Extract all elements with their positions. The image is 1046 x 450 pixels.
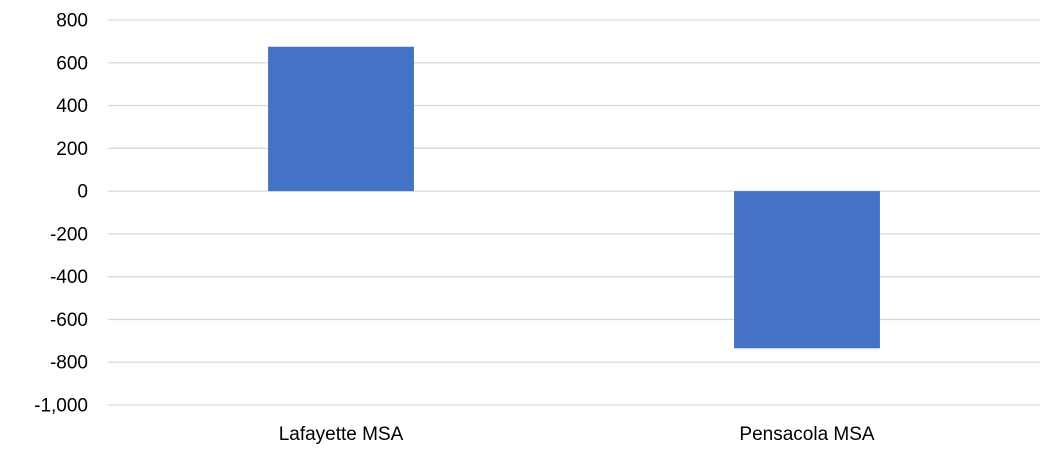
y-tick-label: -1,000 — [34, 396, 88, 417]
y-tick-label: 0 — [77, 182, 88, 203]
bar-lafayette-msa — [268, 46, 414, 192]
gridlines — [108, 19, 1040, 406]
bar-pensacola-msa — [734, 191, 880, 349]
y-tick-label: 400 — [56, 96, 88, 117]
y-tick-label: -200 — [50, 224, 88, 245]
y-tick-label: -600 — [50, 310, 88, 331]
y-tick-label: 200 — [56, 139, 88, 160]
x-tick-label: Pensacola MSA — [739, 424, 875, 445]
y-axis-tick-labels: 800 600 400 200 0 -200 -400 -600 -800 -1,000 — [34, 11, 88, 417]
y-tick-label: 800 — [56, 11, 88, 32]
x-tick-label: Lafayette MSA — [279, 424, 404, 445]
bars — [268, 46, 880, 349]
y-tick-label: 600 — [56, 53, 88, 74]
x-axis-tick-labels: Lafayette MSA Pensacola MSA — [279, 424, 875, 445]
y-tick-label: -800 — [50, 353, 88, 374]
y-tick-label: -400 — [50, 267, 88, 288]
